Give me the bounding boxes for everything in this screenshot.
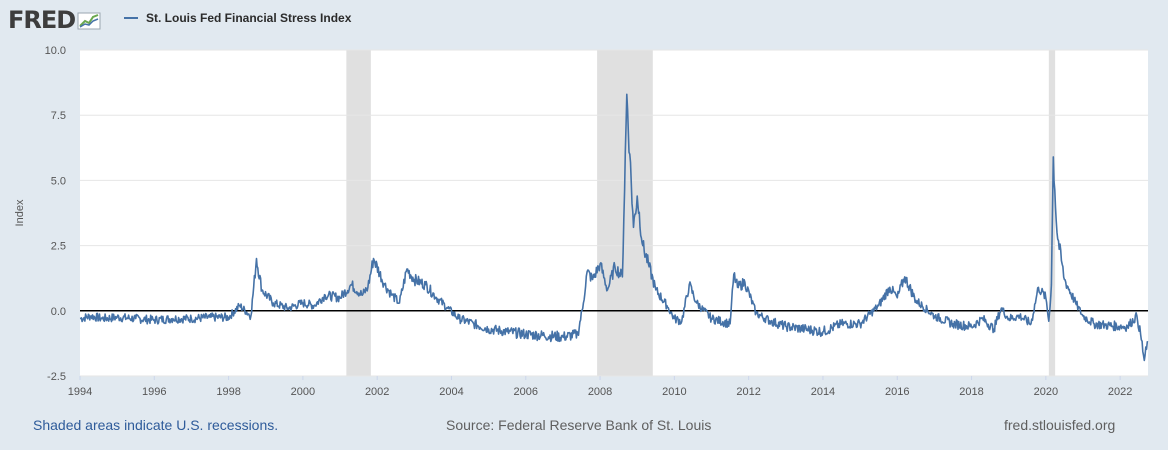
legend-swatch: [124, 17, 138, 19]
y-tick-label: 10.0: [45, 45, 66, 57]
x-tick-label: 1998: [216, 386, 240, 398]
grid-lines: [80, 49, 1148, 377]
y-tick-label: 0.0: [51, 306, 66, 318]
x-tick-label: 1994: [68, 386, 92, 398]
x-tick-label: 2004: [439, 386, 463, 398]
x-tick-label: 2002: [365, 386, 389, 398]
source-text: Source: Federal Reserve Bank of St. Loui…: [446, 417, 712, 433]
x-tick-label: 2022: [1108, 386, 1132, 398]
recession-note-link[interactable]: Shaded areas indicate U.S. recessions.: [33, 417, 279, 433]
x-tick-label: 2010: [662, 386, 686, 398]
x-tick-label: 2020: [1034, 386, 1058, 398]
chart-legend[interactable]: St. Louis Fed Financial Stress Index: [124, 11, 351, 25]
site-url[interactable]: fred.stlouisfed.org: [1004, 417, 1116, 433]
recession-bands: [346, 50, 1056, 376]
y-tick-label: 7.5: [51, 110, 66, 122]
recession-band: [346, 50, 371, 376]
x-tick-label: 2008: [588, 386, 612, 398]
x-tick-label: 2014: [811, 386, 835, 398]
logo-text: FRED: [8, 6, 76, 34]
fred-logo[interactable]: FRED: [8, 6, 101, 34]
series-line[interactable]: [79, 93, 1149, 362]
x-tick-label: 2006: [514, 386, 538, 398]
y-tick-label: 2.5: [51, 241, 66, 253]
x-tick-label: 2012: [736, 386, 760, 398]
x-tick-label: 1996: [142, 386, 166, 398]
chart-logo-icon: [77, 12, 101, 30]
y-axis-title: Index: [14, 199, 26, 226]
recession-band: [597, 50, 653, 376]
x-tick-label: 2016: [885, 386, 909, 398]
y-axis-ticks: 10.0 7.5 5.0 2.5 0.0 -2.5: [45, 45, 66, 383]
x-axis-ticks: 1994 1996 1998 2000 2002 2004 2006 2008 2010 2012…: [68, 376, 1132, 398]
line-chart[interactable]: 10.0 7.5 5.0 2.5 0.0 -2.5 1994 1996 1998 2000 200…: [0, 0, 1168, 400]
series-layer: [79, 93, 1149, 362]
y-tick-label: -2.5: [47, 371, 66, 383]
x-tick-label: 2018: [959, 386, 983, 398]
legend-label: St. Louis Fed Financial Stress Index: [146, 11, 352, 25]
y-tick-label: 5.0: [51, 175, 66, 187]
x-tick-label: 2000: [291, 386, 315, 398]
